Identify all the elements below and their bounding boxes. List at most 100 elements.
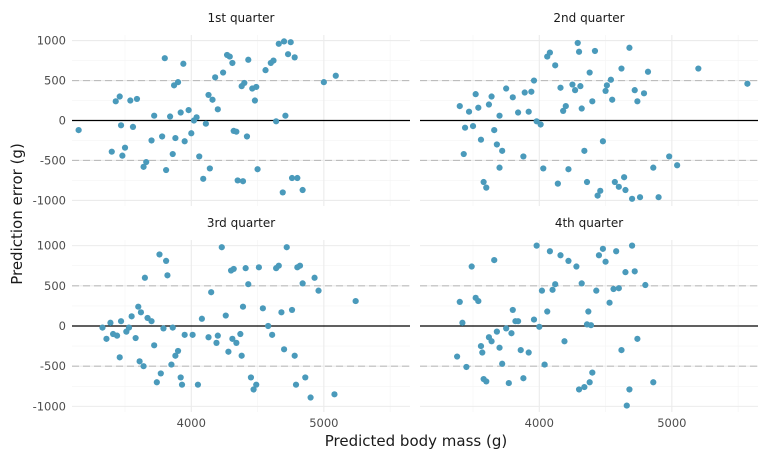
data-point: [226, 53, 233, 60]
x-tick-label: 5000: [309, 416, 338, 430]
data-point: [517, 347, 524, 354]
data-point: [560, 107, 567, 115]
data-point: [234, 177, 241, 184]
data-point: [213, 339, 220, 346]
data-point: [533, 242, 540, 249]
data-point: [229, 59, 236, 67]
data-point: [460, 150, 467, 158]
data-point: [509, 94, 516, 101]
data-point: [214, 106, 221, 113]
data-point: [491, 126, 498, 134]
data-point: [552, 62, 559, 69]
data-point: [549, 286, 556, 293]
data-point: [320, 79, 327, 86]
data-point: [530, 77, 538, 84]
data-point: [225, 348, 232, 355]
data-point: [239, 303, 247, 310]
data-point: [626, 44, 633, 51]
data-point: [180, 60, 187, 67]
data-point: [520, 375, 527, 382]
y-tick-label: 1000: [37, 239, 66, 253]
data-point: [628, 242, 636, 249]
data-point: [650, 379, 657, 386]
data-point: [270, 57, 277, 64]
data-point: [113, 332, 121, 339]
data-point: [597, 187, 604, 194]
data-point: [253, 381, 260, 388]
data-point: [209, 96, 216, 103]
data-point: [194, 381, 202, 388]
data-point: [477, 136, 485, 143]
data-point: [540, 165, 547, 172]
data-point: [674, 162, 681, 169]
data-point: [744, 80, 751, 87]
y-tick-label: 0: [59, 114, 66, 128]
data-point: [239, 178, 247, 185]
data-point: [181, 138, 188, 145]
data-point: [595, 252, 603, 259]
data-point: [557, 84, 564, 91]
data-point: [181, 331, 188, 338]
data-point: [156, 251, 163, 258]
data-point: [307, 394, 314, 401]
data-point: [477, 342, 485, 350]
data-point: [250, 386, 257, 393]
data-point: [456, 103, 463, 110]
data-point: [509, 306, 516, 314]
data-point: [140, 163, 147, 170]
data-point: [238, 352, 245, 359]
data-point: [472, 91, 479, 98]
data-point: [265, 322, 272, 330]
data-point: [282, 112, 289, 119]
data-point: [143, 158, 150, 166]
data-point: [133, 95, 141, 103]
data-point: [626, 386, 633, 393]
data-point: [577, 83, 584, 90]
data-point: [603, 82, 610, 89]
data-point: [586, 379, 593, 386]
data-point: [610, 285, 617, 293]
facet-panel: 1st quarter: [72, 11, 410, 206]
data-point: [140, 363, 147, 370]
data-point: [108, 148, 115, 155]
data-point: [188, 130, 195, 137]
data-point: [622, 186, 629, 194]
data-point: [525, 349, 532, 356]
data-point: [622, 269, 629, 276]
y-tick-label: 500: [44, 279, 66, 293]
data-point: [666, 153, 673, 160]
data-point: [107, 319, 114, 326]
data-point: [205, 334, 212, 341]
facet-panel: 3rd quarter: [72, 216, 410, 412]
data-point: [468, 263, 475, 270]
data-point: [642, 281, 649, 289]
data-point: [160, 325, 167, 332]
data-point: [499, 360, 506, 367]
data-point: [541, 361, 548, 368]
data-point: [294, 174, 301, 182]
x-axis-ticks: 4000 5000 4000 5000: [177, 416, 687, 430]
data-point: [141, 274, 149, 281]
data-point: [599, 138, 607, 145]
data-point: [161, 55, 168, 62]
data-point: [259, 305, 266, 312]
data-point: [594, 192, 601, 199]
data-point: [136, 358, 143, 365]
data-point: [75, 126, 82, 134]
facet-title: 2nd quarter: [553, 11, 624, 25]
data-point: [163, 166, 170, 174]
data-point: [488, 93, 495, 100]
data-point: [311, 274, 318, 281]
data-point: [148, 137, 155, 144]
y-tick-label: 1000: [37, 34, 66, 48]
data-point: [569, 81, 576, 88]
data-point: [245, 56, 252, 63]
data-point: [634, 335, 641, 342]
data-point: [581, 383, 588, 391]
y-tick-label: 500: [44, 74, 66, 88]
data-point: [480, 178, 487, 186]
data-point: [461, 124, 469, 131]
data-point: [174, 347, 182, 355]
data-point: [116, 93, 123, 100]
data-point: [571, 87, 579, 94]
